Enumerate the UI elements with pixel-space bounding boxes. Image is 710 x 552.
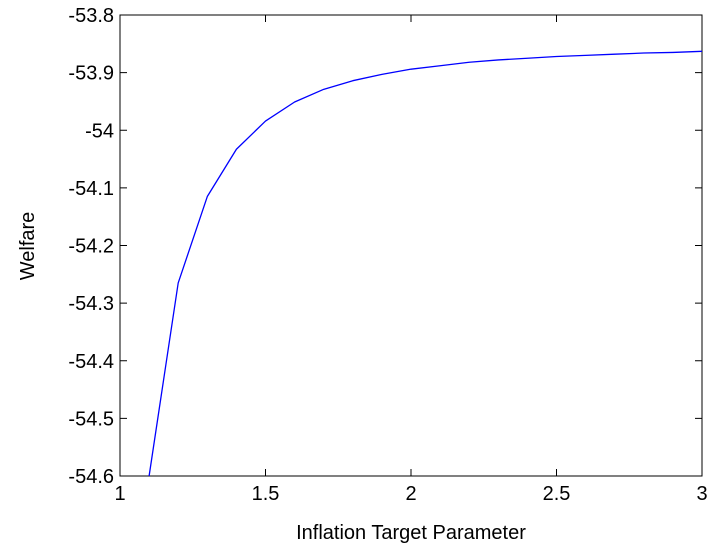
tick-labels: 1 1.5 2 2.5 3 -53.8 -53.9 -54 -54.1 -54.2 -54.3 -54… [68, 5, 707, 505]
series-line-0 [148, 50, 703, 477]
y-tick-label: -53.8 [68, 5, 114, 27]
y-tick-label: -54.1 [68, 178, 114, 200]
x-tick-label: 1 [114, 483, 125, 505]
y-tick-label: -54.2 [68, 236, 114, 258]
y-tick-label: -54.6 [68, 466, 114, 488]
y-axis-label: Welfare [17, 212, 39, 281]
x-tick-label: 1.5 [252, 483, 280, 505]
y-tick-label: -54 [85, 120, 114, 142]
axis-ticks [119, 14, 703, 477]
y-tick-label: -54.4 [68, 351, 114, 373]
y-tick-label: -54.3 [68, 293, 114, 315]
x-tick-label: 2 [405, 483, 416, 505]
x-tick-label: 3 [696, 483, 707, 505]
x-tick-label: 2.5 [543, 483, 571, 505]
x-axis-label: Inflation Target Parameter [296, 522, 526, 544]
y-tick-label: -54.5 [68, 408, 114, 430]
y-tick-label: -53.9 [68, 63, 114, 85]
